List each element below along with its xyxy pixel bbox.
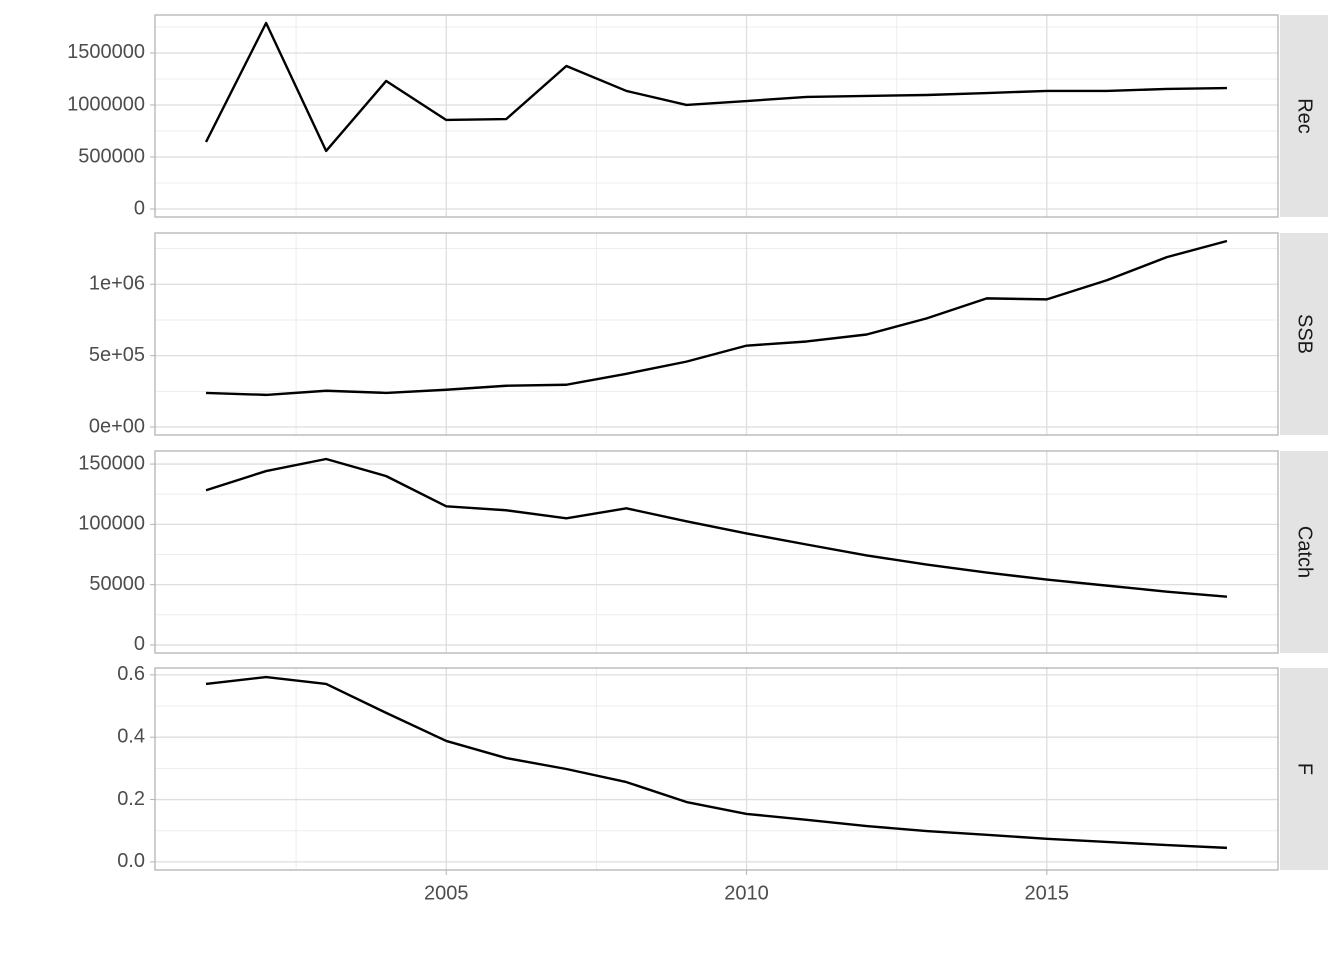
x-tick-label: 2010: [724, 882, 769, 904]
strip: [1280, 451, 1328, 653]
y-tick-label: 0.2: [117, 788, 145, 810]
line: [206, 239, 1228, 397]
strip: [1280, 233, 1328, 435]
y-tick-label: 0.6: [117, 663, 145, 685]
panel-border: [154, 232, 1279, 436]
y-tick-label: 1000000: [67, 93, 145, 115]
y-tick-label: 0: [134, 633, 145, 655]
y-tick-label: 500000: [78, 145, 145, 167]
y-tick-label: 1e+06: [89, 273, 145, 295]
y-tick-label: 50000: [89, 573, 145, 595]
y-tick-label: 1500000: [67, 41, 145, 63]
strip: [1280, 668, 1328, 870]
panel-border: [154, 667, 1279, 871]
y-tick-label: 5e+05: [89, 344, 145, 366]
panel-border: [154, 14, 1279, 218]
strip-label: Catch: [1294, 526, 1316, 578]
line: [205, 457, 1228, 598]
strip-label: SSB: [1294, 314, 1316, 354]
strip: [1280, 15, 1328, 217]
y-tick-label: 0: [134, 197, 145, 219]
y-tick-label: 0.4: [117, 725, 145, 747]
strip-label: F: [1294, 763, 1316, 775]
panel-border: [154, 450, 1279, 654]
strip-label: Rec: [1294, 98, 1316, 134]
y-tick-label: 150000: [78, 452, 145, 474]
x-tick-label: 2005: [424, 882, 469, 904]
y-tick-label: 0e+00: [89, 415, 145, 437]
line: [205, 675, 1228, 850]
y-tick-label: 100000: [78, 513, 145, 535]
line: [204, 21, 1227, 153]
y-tick-label: 0.0: [117, 850, 145, 872]
x-tick-label: 2015: [1025, 882, 1070, 904]
